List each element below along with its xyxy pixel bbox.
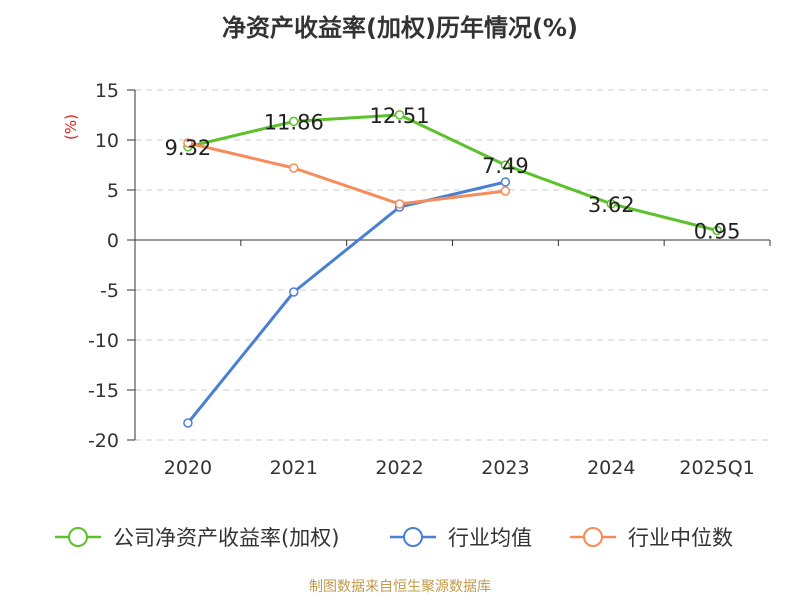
y-tick-label: 10 [95, 130, 119, 152]
data-point[interactable] [289, 163, 299, 173]
y-tick-label: 0 [107, 230, 119, 252]
series-line-1 [186, 180, 507, 425]
data-label: 0.95 [694, 220, 741, 244]
legend-label: 行业中位数 [628, 526, 733, 550]
x-tick-label: 2020 [164, 457, 212, 479]
y-tick-label: -10 [88, 330, 119, 352]
legend-item-2[interactable]: 行业中位数 [570, 526, 733, 550]
data-label: 9.32 [165, 136, 212, 160]
x-tick-label: 2023 [481, 457, 529, 479]
data-point[interactable] [394, 110, 405, 120]
data-point[interactable] [394, 199, 405, 209]
gridlines [135, 89, 770, 441]
x-tick-label: 2022 [375, 457, 423, 479]
data-label: 12.51 [370, 104, 430, 128]
x-tick-label: 2024 [587, 457, 635, 479]
legend[interactable]: 公司净资产收益率(加权) 行业均值 行业中位数 [55, 526, 733, 550]
data-label: 3.62 [588, 193, 635, 217]
y-tick-label: -20 [88, 430, 119, 452]
x-tick-label: 2025Q1 [679, 457, 754, 479]
data-point[interactable] [500, 177, 511, 187]
data-point[interactable] [289, 287, 299, 297]
data-point[interactable] [500, 186, 511, 196]
data-point[interactable] [712, 225, 722, 236]
data-point[interactable] [606, 199, 616, 209]
y-tick-label: 5 [107, 180, 119, 202]
data-point[interactable] [183, 418, 193, 428]
x-tick-label: 2021 [270, 457, 318, 479]
data-label: 7.49 [482, 154, 529, 178]
data-point[interactable] [183, 138, 193, 148]
data-label: 11.86 [264, 110, 324, 134]
legend-swatch-marker [68, 527, 88, 547]
series-line-0 [186, 113, 719, 232]
legend-swatch-marker [583, 527, 603, 547]
data-point[interactable] [289, 116, 299, 127]
y-tick-label: -5 [100, 280, 119, 302]
legend-label: 行业均值 [448, 526, 532, 550]
legend-swatch-marker [403, 527, 423, 547]
series-lines [183, 110, 722, 428]
legend-item-0[interactable]: 公司净资产收益率(加权) [55, 526, 339, 550]
data-source-note: 制图数据来自恒生聚源数据库 [309, 579, 491, 595]
y-axis-title: (%) [62, 114, 80, 140]
data-labels: 9.32 11.86 12.51 7.49 3.62 0.95 [165, 104, 741, 244]
series-line-2 [186, 141, 507, 206]
data-point[interactable] [500, 160, 511, 170]
legend-label: 公司净资产收益率(加权) [113, 526, 339, 550]
chart-title: 净资产收益率(加权)历年情况(%) [222, 14, 578, 42]
y-tick-label: 15 [95, 80, 119, 102]
legend-item-1[interactable]: 行业均值 [390, 526, 532, 550]
axes: 15 10 5 0 -5 -10 -15 -20 2020 2021 2022 2023 2024 202… [88, 80, 771, 479]
y-tick-label: -15 [88, 380, 119, 402]
